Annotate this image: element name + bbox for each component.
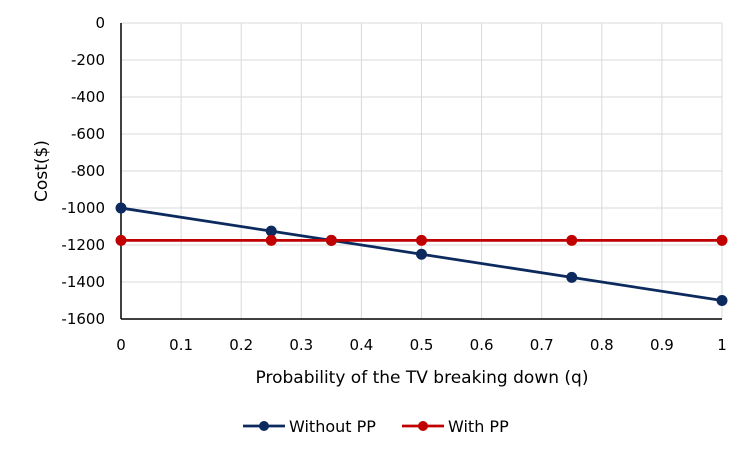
- y-tick-label: -1000: [61, 199, 105, 217]
- legend-marker: [418, 421, 428, 431]
- y-axis-title: Cost($): [32, 140, 52, 202]
- grid: [120, 22, 723, 320]
- data-point: [416, 234, 427, 246]
- series-1: [115, 234, 728, 246]
- data-point: [115, 202, 127, 214]
- y-tick-label: -1600: [61, 310, 105, 328]
- legend: Without PP With PP: [243, 417, 509, 436]
- data-point: [566, 234, 578, 246]
- x-tick-label: 0: [116, 336, 126, 354]
- x-tick-label: 0.1: [169, 336, 193, 354]
- y-tick-label: 0: [95, 14, 105, 32]
- x-tick-label: 0.7: [530, 336, 554, 354]
- legend-label: With PP: [448, 417, 509, 436]
- data-point: [566, 271, 578, 283]
- series-line: [120, 206, 723, 302]
- data-point: [716, 234, 728, 246]
- x-tick-label: 1: [717, 336, 727, 354]
- plot-area: [115, 202, 728, 306]
- x-tick-label: 0.3: [289, 336, 313, 354]
- x-tick-label: 0.6: [470, 336, 494, 354]
- legend-item: Without PP: [243, 417, 376, 436]
- legend-label: Without PP: [289, 417, 376, 436]
- data-point: [265, 225, 277, 237]
- y-tick-label: -1400: [61, 273, 105, 291]
- legend-item: With PP: [402, 417, 509, 436]
- x-tick-label: 0.8: [590, 336, 614, 354]
- data-point: [265, 234, 277, 246]
- y-tick-label: -1200: [61, 236, 105, 254]
- tick-labels: 0 0.1 0.2 0.3 0.4 0.5 0.6 0.7 0.8 0.9 1 0 -200 -400 -6…: [61, 14, 726, 354]
- y-tick-label: -200: [71, 51, 105, 69]
- x-tick-label: 0.4: [349, 336, 373, 354]
- x-tick-label: 0.5: [410, 336, 434, 354]
- data-point: [115, 234, 127, 246]
- data-point: [716, 295, 728, 306]
- y-tick-label: -800: [71, 162, 105, 180]
- x-axis-title: Probability of the TV breaking down (q): [256, 368, 589, 388]
- data-point: [416, 248, 427, 260]
- y-tick-label: -600: [71, 125, 105, 143]
- x-tick-label: 0.2: [229, 336, 253, 354]
- data-point: [325, 234, 337, 246]
- x-tick-label: 0.9: [650, 336, 674, 354]
- legend-marker: [259, 421, 269, 431]
- y-tick-label: -400: [71, 88, 105, 106]
